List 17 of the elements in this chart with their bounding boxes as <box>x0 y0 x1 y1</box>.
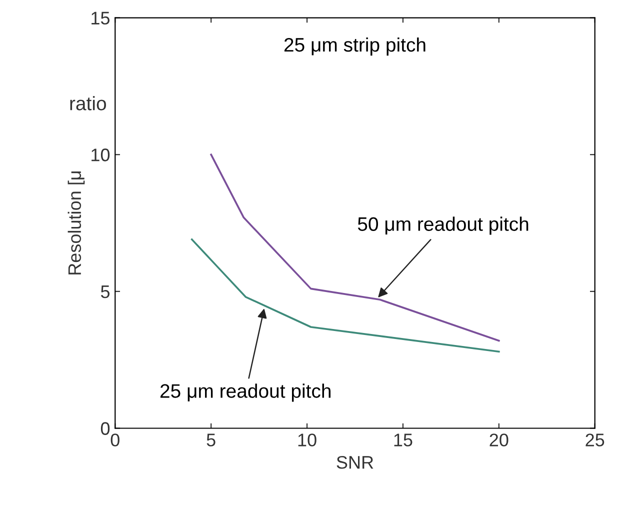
x-tick-label: 20 <box>490 434 508 446</box>
y-tick-label: 15 <box>92 12 110 24</box>
annotation: 25 μm readout pitch <box>160 384 330 402</box>
y-tick-label: 10 <box>92 148 110 162</box>
y-tick-label: 0 <box>100 422 110 435</box>
annotation: 25 μm strip pitch <box>284 37 426 56</box>
x-tick-label: 15 <box>394 434 412 446</box>
y-axis-title: Resolution [μ <box>68 171 85 274</box>
x-tick-label: 5 <box>206 434 216 446</box>
x-tick-label: 25 <box>586 434 604 446</box>
y-tick-label: 5 <box>100 286 110 298</box>
x-tick-label: 0 <box>110 434 120 446</box>
x-axis-title: SNR <box>336 456 374 469</box>
x-tick-label: 10 <box>298 434 316 446</box>
text: ratio <box>70 96 106 110</box>
line-series <box>190 238 500 353</box>
annotation: 50 μm readout pitch <box>358 216 528 235</box>
